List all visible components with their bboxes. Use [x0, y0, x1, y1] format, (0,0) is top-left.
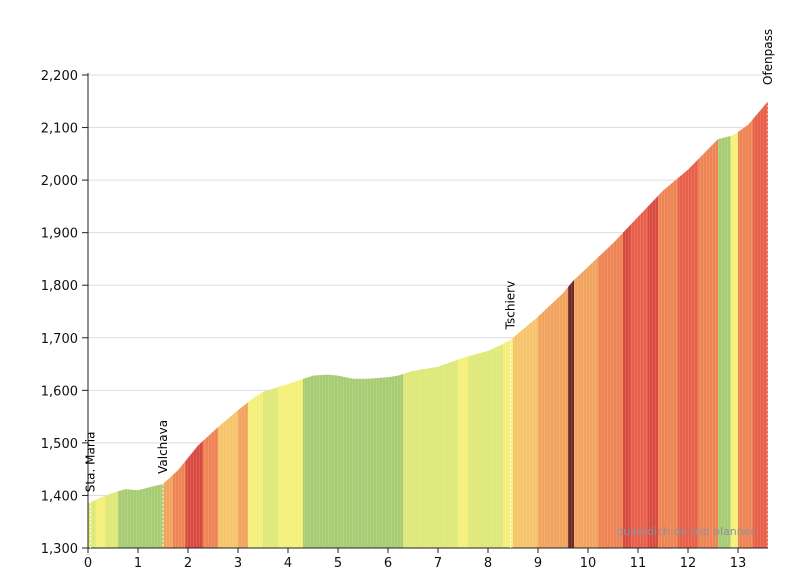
place-label: Valchava — [156, 420, 170, 474]
gradient-band — [623, 101, 631, 548]
y-tick-label: 1,500 — [41, 437, 78, 452]
place-labels: Sta. Maria Valchava Tschierv Ofenpass — [84, 29, 775, 548]
area-stripes — [88, 101, 767, 548]
y-tick-label: 1,600 — [41, 384, 78, 399]
y-tick-label: 2,000 — [41, 174, 78, 189]
y-tick-label: 1,700 — [41, 332, 78, 347]
gradient-band — [185, 101, 204, 548]
gradient-band — [678, 101, 699, 548]
place-label: Sta. Maria — [84, 432, 98, 493]
gradient-band — [698, 101, 719, 548]
x-tick-label: 5 — [334, 556, 342, 571]
place-label: Tschierv — [504, 281, 518, 331]
x-tick-label: 12 — [680, 556, 697, 571]
gradient-band — [730, 101, 739, 548]
x-tick-label: 7 — [434, 556, 442, 571]
y-tick-label: 1,900 — [41, 227, 78, 242]
place-label: Ofenpass — [761, 29, 775, 85]
x-tick-label: 6 — [384, 556, 392, 571]
y-tick-label: 1,300 — [41, 542, 78, 557]
gradient-band — [648, 101, 659, 548]
gradient-band — [468, 101, 504, 548]
x-tick-label: 0 — [84, 556, 92, 571]
y-tick-label: 2,100 — [41, 122, 78, 137]
y-tick-label: 1,400 — [41, 489, 78, 504]
gradient-band — [718, 101, 731, 548]
gradient-band — [278, 101, 304, 548]
gradient-band — [738, 101, 754, 548]
x-tick-label: 8 — [484, 556, 492, 571]
gradient-band — [568, 101, 575, 548]
y-tick-label: 1,800 — [41, 279, 78, 294]
y-tick-label: 2,200 — [41, 69, 78, 84]
gradient-band — [630, 101, 649, 548]
gradient-band — [105, 101, 119, 548]
x-tick-label: 10 — [580, 556, 597, 571]
x-tick-label: 4 — [284, 556, 292, 571]
x-tick-label: 13 — [730, 556, 747, 571]
x-tick-label: 1 — [134, 556, 142, 571]
gradient-band — [173, 101, 186, 548]
axes: 1,300 1,400 1,500 1,600 1,700 1,800 1,900 2,000… — [41, 69, 768, 571]
x-tick-label: 3 — [234, 556, 242, 571]
gradient-band — [658, 101, 679, 548]
gradient-band — [753, 101, 768, 548]
watermark-text: quaeldich.de trip planner — [616, 525, 755, 538]
x-tick-label: 2 — [184, 556, 192, 571]
x-tick-label: 9 — [534, 556, 542, 571]
x-tick-label: 11 — [630, 556, 647, 571]
gradient-band — [238, 101, 249, 548]
